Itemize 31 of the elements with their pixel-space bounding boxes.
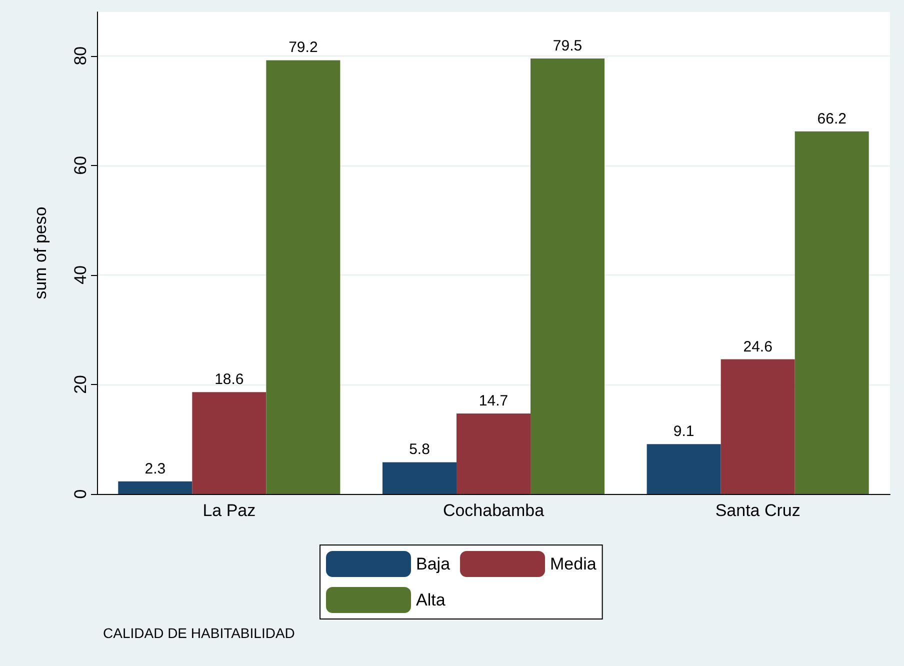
data-label: 14.7 (478, 392, 508, 410)
legend-label: Media (550, 554, 597, 574)
y-tick-label: 60 (71, 156, 90, 175)
bar (794, 131, 869, 494)
bar (382, 462, 456, 494)
data-label: 5.8 (409, 441, 430, 458)
bar (456, 413, 531, 494)
y-tick-label: 40 (71, 265, 90, 284)
data-label: 66.2 (817, 110, 846, 128)
data-label: 79.5 (552, 38, 582, 55)
data-label: 79.2 (288, 39, 318, 56)
y-tick-label: 80 (71, 46, 90, 66)
bar (720, 359, 795, 494)
y-axis-title: sum of peso (31, 206, 50, 300)
bar (530, 58, 605, 494)
x-tick-label: Cochabamba (442, 501, 545, 520)
data-label: 24.6 (743, 338, 772, 356)
bar (266, 60, 340, 494)
legend-label: Alta (416, 590, 446, 610)
text: CALIDAD DE HABITABILIDAD (103, 625, 295, 641)
x-tick-label: Santa Cruz (715, 501, 800, 520)
legend-label: Baja (416, 554, 451, 574)
y-tick-label: 20 (71, 374, 90, 394)
bar (646, 444, 721, 494)
data-label: 9.1 (673, 423, 694, 440)
data-label: 2.3 (144, 460, 166, 478)
x-tick-label: La Paz (202, 501, 256, 520)
bar (192, 392, 266, 494)
bar (118, 481, 192, 494)
data-label: 18.6 (214, 371, 244, 388)
y-tick-label: 0 (71, 489, 90, 499)
